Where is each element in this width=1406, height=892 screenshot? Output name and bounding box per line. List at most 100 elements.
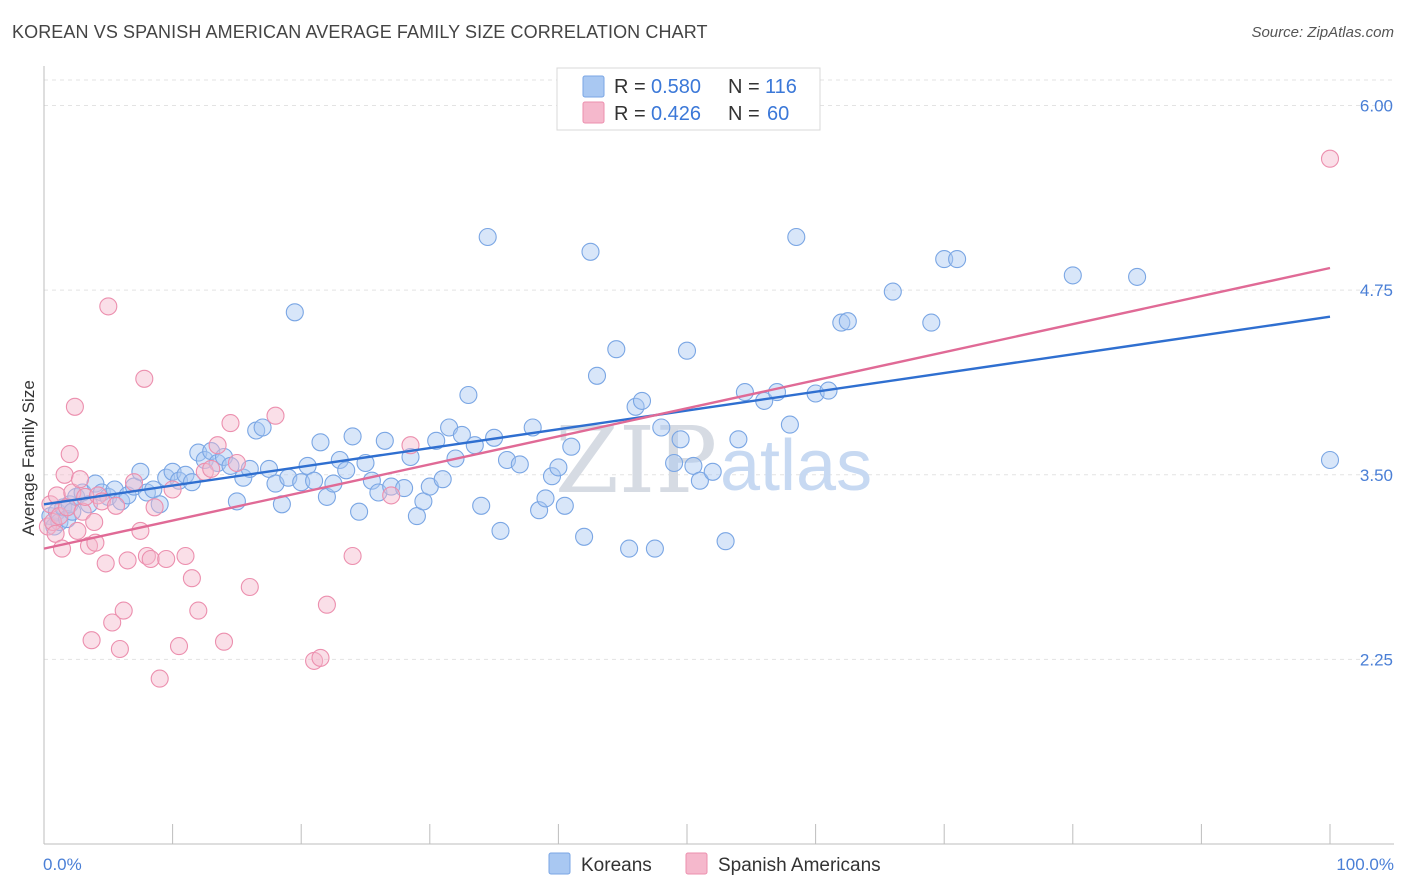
- korean-point-27: [189, 443, 208, 462]
- spanish-point-33: [141, 549, 160, 569]
- chart-title: KOREAN VS SPANISH AMERICAN AVERAGE FAMIL…: [12, 22, 708, 42]
- legend-n-label-koreans: N =: [728, 76, 760, 98]
- trend-line-koreans: [43, 315, 1331, 506]
- korean-point-98: [716, 532, 735, 551]
- legend-r-value-koreans: 0.580: [651, 76, 701, 98]
- spanish-point-28: [118, 551, 137, 570]
- korean-point-90: [645, 539, 664, 558]
- korean-point-86: [607, 340, 626, 359]
- spanish-point-27: [114, 601, 133, 620]
- korean-point-110: [922, 313, 941, 332]
- series-spanish-americans: [38, 149, 1340, 688]
- legend-n-value-spanish: 60: [767, 103, 789, 125]
- trend-line-spanish: [43, 266, 1331, 550]
- korean-point-69: [465, 436, 484, 455]
- spanish-point-40: [182, 569, 201, 588]
- y-tick-label-3: 6.00: [1360, 97, 1393, 116]
- korean-point-115: [1320, 450, 1340, 470]
- spanish-point-12: [68, 521, 87, 540]
- legend-swatch-spanish: [582, 101, 605, 124]
- spanish-point-44: [208, 436, 227, 455]
- legend-top: R = 0.580 N = 116 R = 0.426 N = 60: [556, 67, 821, 131]
- legend-r-value-spanish: 0.426: [651, 103, 701, 125]
- legend-bottom-label-koreans: Koreans: [581, 855, 652, 876]
- spanish-point-23: [99, 297, 118, 316]
- spanish-point-25: [106, 496, 126, 515]
- korean-point-112: [948, 250, 967, 269]
- spanish-point-26: [110, 639, 129, 659]
- y-tick-label-2: 4.75: [1360, 281, 1393, 300]
- korean-point-51: [343, 427, 362, 446]
- korean-point-46: [311, 433, 330, 452]
- korean-point-81: [555, 496, 574, 515]
- spanish-point-22: [96, 554, 115, 573]
- korean-point-80: [549, 458, 568, 477]
- legend-bottom-label-spanish: Spanish Americans: [718, 855, 881, 876]
- spanish-point-18: [85, 512, 104, 532]
- korean-point-87: [620, 539, 639, 558]
- korean-point-18: [131, 462, 150, 481]
- korean-point-71: [478, 227, 497, 247]
- korean-point-99: [729, 430, 748, 449]
- spanish-point-31: [135, 369, 154, 388]
- legend-bottom-swatch-koreans: [548, 852, 571, 875]
- korean-point-89: [632, 391, 652, 410]
- korean-point-50: [337, 461, 356, 480]
- spanish-point-52: [317, 595, 336, 614]
- spanish-point-54: [382, 486, 401, 505]
- grid-lines: [44, 79, 1394, 660]
- spanish-point-46: [221, 414, 240, 433]
- spanish-point-36: [157, 549, 176, 569]
- axes: [43, 66, 1394, 845]
- korean-point-70: [472, 496, 491, 515]
- korean-point-43: [292, 473, 311, 492]
- spanish-point-35: [150, 669, 169, 688]
- korean-point-82: [562, 437, 581, 456]
- spanish-point-47: [227, 453, 246, 473]
- spanish-point-53: [343, 546, 362, 566]
- korean-point-42: [285, 303, 304, 322]
- spanish-point-4: [47, 486, 66, 505]
- korean-point-113: [1063, 266, 1082, 285]
- korean-point-63: [427, 431, 446, 450]
- korean-point-37: [253, 418, 272, 437]
- spanish-point-38: [169, 637, 189, 656]
- korean-point-85: [587, 366, 607, 385]
- spanish-point-48: [240, 577, 259, 597]
- korean-point-104: [787, 227, 806, 247]
- spanish-point-13: [70, 470, 90, 489]
- spanish-point-9: [60, 445, 79, 464]
- y-tick-label-1: 3.50: [1360, 466, 1393, 485]
- legend-bottom: Koreans Spanish Americans: [548, 852, 881, 876]
- korean-point-111: [935, 250, 954, 269]
- x-tick-label-max: 100.0%: [1336, 855, 1394, 874]
- korean-point-45: [305, 471, 324, 490]
- spanish-point-14: [73, 502, 92, 521]
- korean-point-84: [581, 242, 600, 261]
- korean-point-73: [491, 521, 510, 540]
- watermark-atlas: atlas: [720, 426, 872, 506]
- korean-point-94: [677, 341, 697, 360]
- trend-lines: [43, 266, 1331, 550]
- spanish-point-29: [124, 473, 144, 492]
- korean-point-109: [883, 282, 902, 301]
- watermark: ZIP atlas: [555, 407, 872, 514]
- spanish-point-45: [214, 632, 234, 651]
- korean-point-78: [536, 489, 555, 508]
- korean-point-114: [1128, 267, 1147, 286]
- spanish-point-49: [266, 406, 285, 425]
- source-label: Source: ZipAtlas.com: [1251, 24, 1394, 41]
- spanish-point-34: [145, 498, 164, 517]
- spanish-point-17: [82, 631, 101, 650]
- spanish-point-41: [189, 601, 208, 620]
- korean-point-68: [459, 385, 478, 405]
- legend-n-label-spanish: N =: [728, 103, 760, 125]
- korean-point-95: [684, 456, 703, 475]
- spanish-point-51: [311, 648, 330, 667]
- korean-point-93: [671, 430, 690, 449]
- spanish-point-7: [55, 465, 74, 484]
- spanish-point-56: [1320, 149, 1340, 168]
- legend-r-label-spanish: R =: [614, 103, 646, 125]
- korean-point-21: [150, 495, 169, 514]
